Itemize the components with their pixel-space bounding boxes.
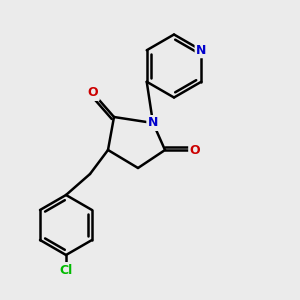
Text: N: N — [196, 44, 206, 57]
Text: O: O — [88, 86, 98, 100]
Text: O: O — [190, 143, 200, 157]
Text: Cl: Cl — [59, 263, 73, 277]
Text: N: N — [148, 116, 158, 130]
